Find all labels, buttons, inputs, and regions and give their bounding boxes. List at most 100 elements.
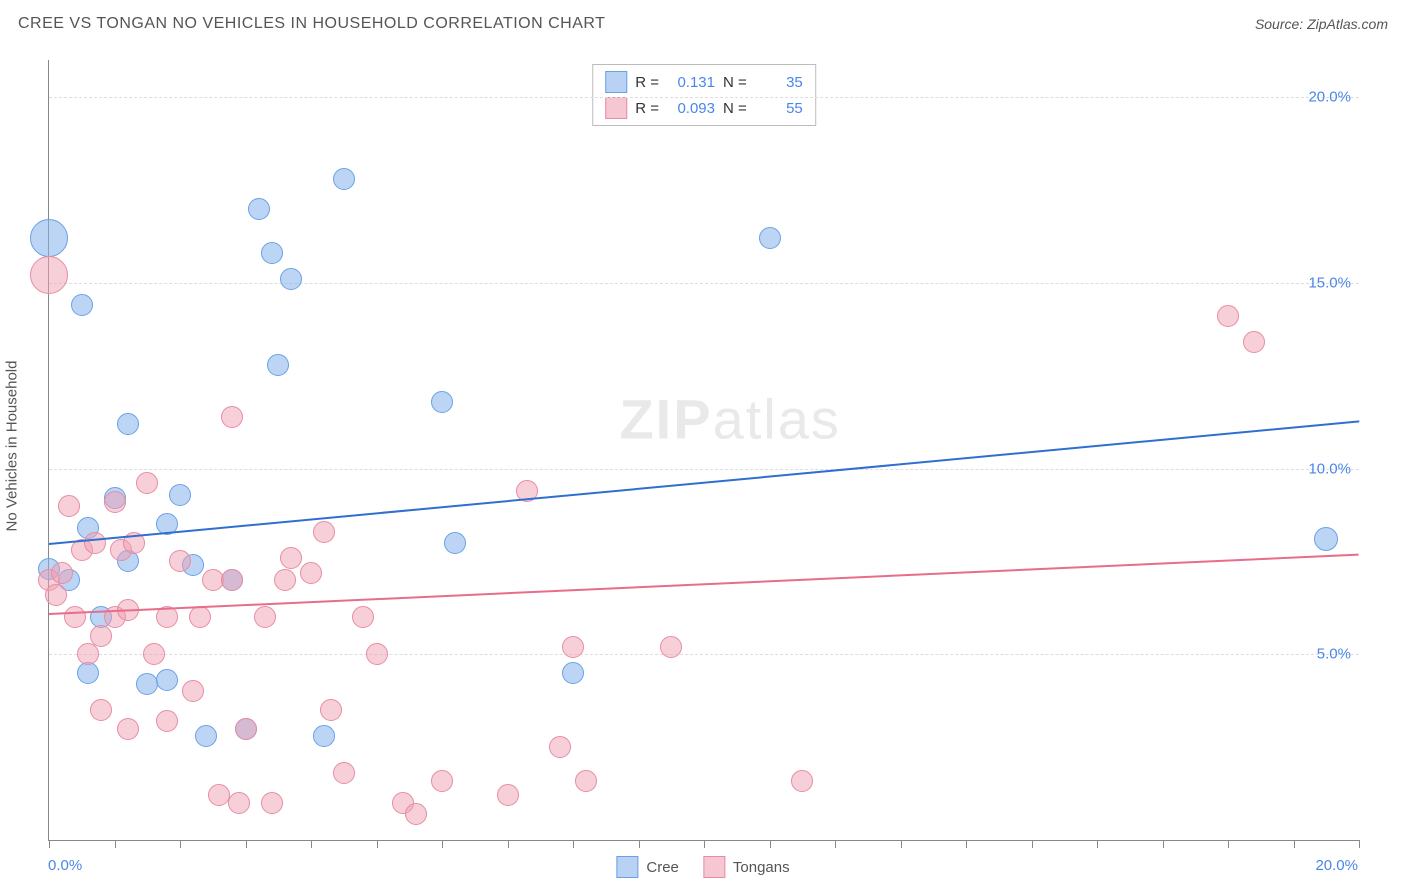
data-point: [136, 472, 158, 494]
gridline: [49, 654, 1359, 655]
x-tick: [180, 840, 181, 848]
x-tick: [1163, 840, 1164, 848]
data-point: [169, 550, 191, 572]
y-tick-label: 10.0%: [1308, 460, 1351, 477]
data-point: [759, 227, 781, 249]
gridline: [49, 469, 1359, 470]
x-tick: [311, 840, 312, 848]
x-tick: [1359, 840, 1360, 848]
data-point: [156, 710, 178, 732]
chart-title: CREE VS TONGAN NO VEHICLES IN HOUSEHOLD …: [18, 15, 605, 33]
x-tick: [377, 840, 378, 848]
chart-container: CREE VS TONGAN NO VEHICLES IN HOUSEHOLD …: [0, 0, 1406, 892]
data-point: [366, 643, 388, 665]
data-point: [280, 268, 302, 290]
data-point: [549, 736, 571, 758]
data-point: [300, 562, 322, 584]
x-tick: [49, 840, 50, 848]
trend-line: [49, 554, 1359, 615]
x-tick: [704, 840, 705, 848]
data-point: [444, 532, 466, 554]
data-point: [280, 547, 302, 569]
data-point: [30, 256, 68, 294]
data-point: [195, 725, 217, 747]
swatch-tongans: [703, 856, 725, 878]
y-tick-label: 20.0%: [1308, 89, 1351, 106]
data-point: [221, 406, 243, 428]
gridline: [49, 97, 1359, 98]
data-point: [791, 770, 813, 792]
r-label: R =: [635, 100, 659, 117]
data-point: [352, 606, 374, 628]
n-label: N =: [723, 100, 747, 117]
data-point: [235, 718, 257, 740]
y-axis-title: No Vehicles in Household: [4, 361, 21, 532]
data-point: [77, 643, 99, 665]
data-point: [431, 770, 453, 792]
n-value-cree: 35: [755, 74, 803, 91]
data-point: [431, 391, 453, 413]
data-point: [117, 413, 139, 435]
legend-item-tongans: Tongans: [703, 856, 790, 878]
plot-area: ZIPatlas R = 0.131 N = 35 R = 0.093 N = …: [48, 60, 1359, 841]
data-point: [228, 792, 250, 814]
source-attribution: Source: ZipAtlas.com: [1255, 16, 1388, 32]
data-point: [1243, 331, 1265, 353]
data-point: [267, 354, 289, 376]
x-tick: [246, 840, 247, 848]
watermark-zip: ZIP: [619, 387, 712, 450]
n-value-tongans: 55: [755, 100, 803, 117]
y-tick-label: 15.0%: [1308, 274, 1351, 291]
x-axis-min-label: 0.0%: [48, 857, 82, 874]
data-point: [84, 532, 106, 554]
data-point: [313, 521, 335, 543]
data-point: [169, 484, 191, 506]
x-tick: [835, 840, 836, 848]
data-point: [30, 219, 68, 257]
data-point: [90, 625, 112, 647]
data-point: [1217, 305, 1239, 327]
data-point: [313, 725, 335, 747]
x-tick: [1032, 840, 1033, 848]
data-point: [248, 198, 270, 220]
data-point: [117, 718, 139, 740]
legend-label-cree: Cree: [646, 859, 679, 876]
data-point: [333, 762, 355, 784]
data-point: [90, 699, 112, 721]
data-point: [660, 636, 682, 658]
data-point: [136, 673, 158, 695]
source-prefix: Source:: [1255, 16, 1307, 32]
x-tick: [1097, 840, 1098, 848]
data-point: [405, 803, 427, 825]
data-point: [1314, 527, 1338, 551]
data-point: [64, 606, 86, 628]
data-point: [189, 606, 211, 628]
data-point: [261, 242, 283, 264]
r-label: R =: [635, 74, 659, 91]
data-point: [333, 168, 355, 190]
y-tick-label: 5.0%: [1317, 646, 1351, 663]
x-tick: [115, 840, 116, 848]
data-point: [261, 792, 283, 814]
header: CREE VS TONGAN NO VEHICLES IN HOUSEHOLD …: [0, 0, 1406, 48]
trend-line: [49, 420, 1359, 545]
data-point: [156, 669, 178, 691]
swatch-tongans: [605, 97, 627, 119]
data-point: [143, 643, 165, 665]
legend-label-tongans: Tongans: [733, 859, 790, 876]
x-tick: [508, 840, 509, 848]
x-tick: [901, 840, 902, 848]
x-tick: [770, 840, 771, 848]
gridline: [49, 283, 1359, 284]
data-point: [562, 636, 584, 658]
data-point: [58, 495, 80, 517]
x-tick: [966, 840, 967, 848]
swatch-cree: [616, 856, 638, 878]
data-point: [562, 662, 584, 684]
stats-legend: R = 0.131 N = 35 R = 0.093 N = 55: [592, 64, 816, 126]
stats-legend-row-cree: R = 0.131 N = 35: [605, 69, 803, 95]
data-point: [320, 699, 342, 721]
data-point: [182, 680, 204, 702]
x-tick: [573, 840, 574, 848]
data-point: [575, 770, 597, 792]
